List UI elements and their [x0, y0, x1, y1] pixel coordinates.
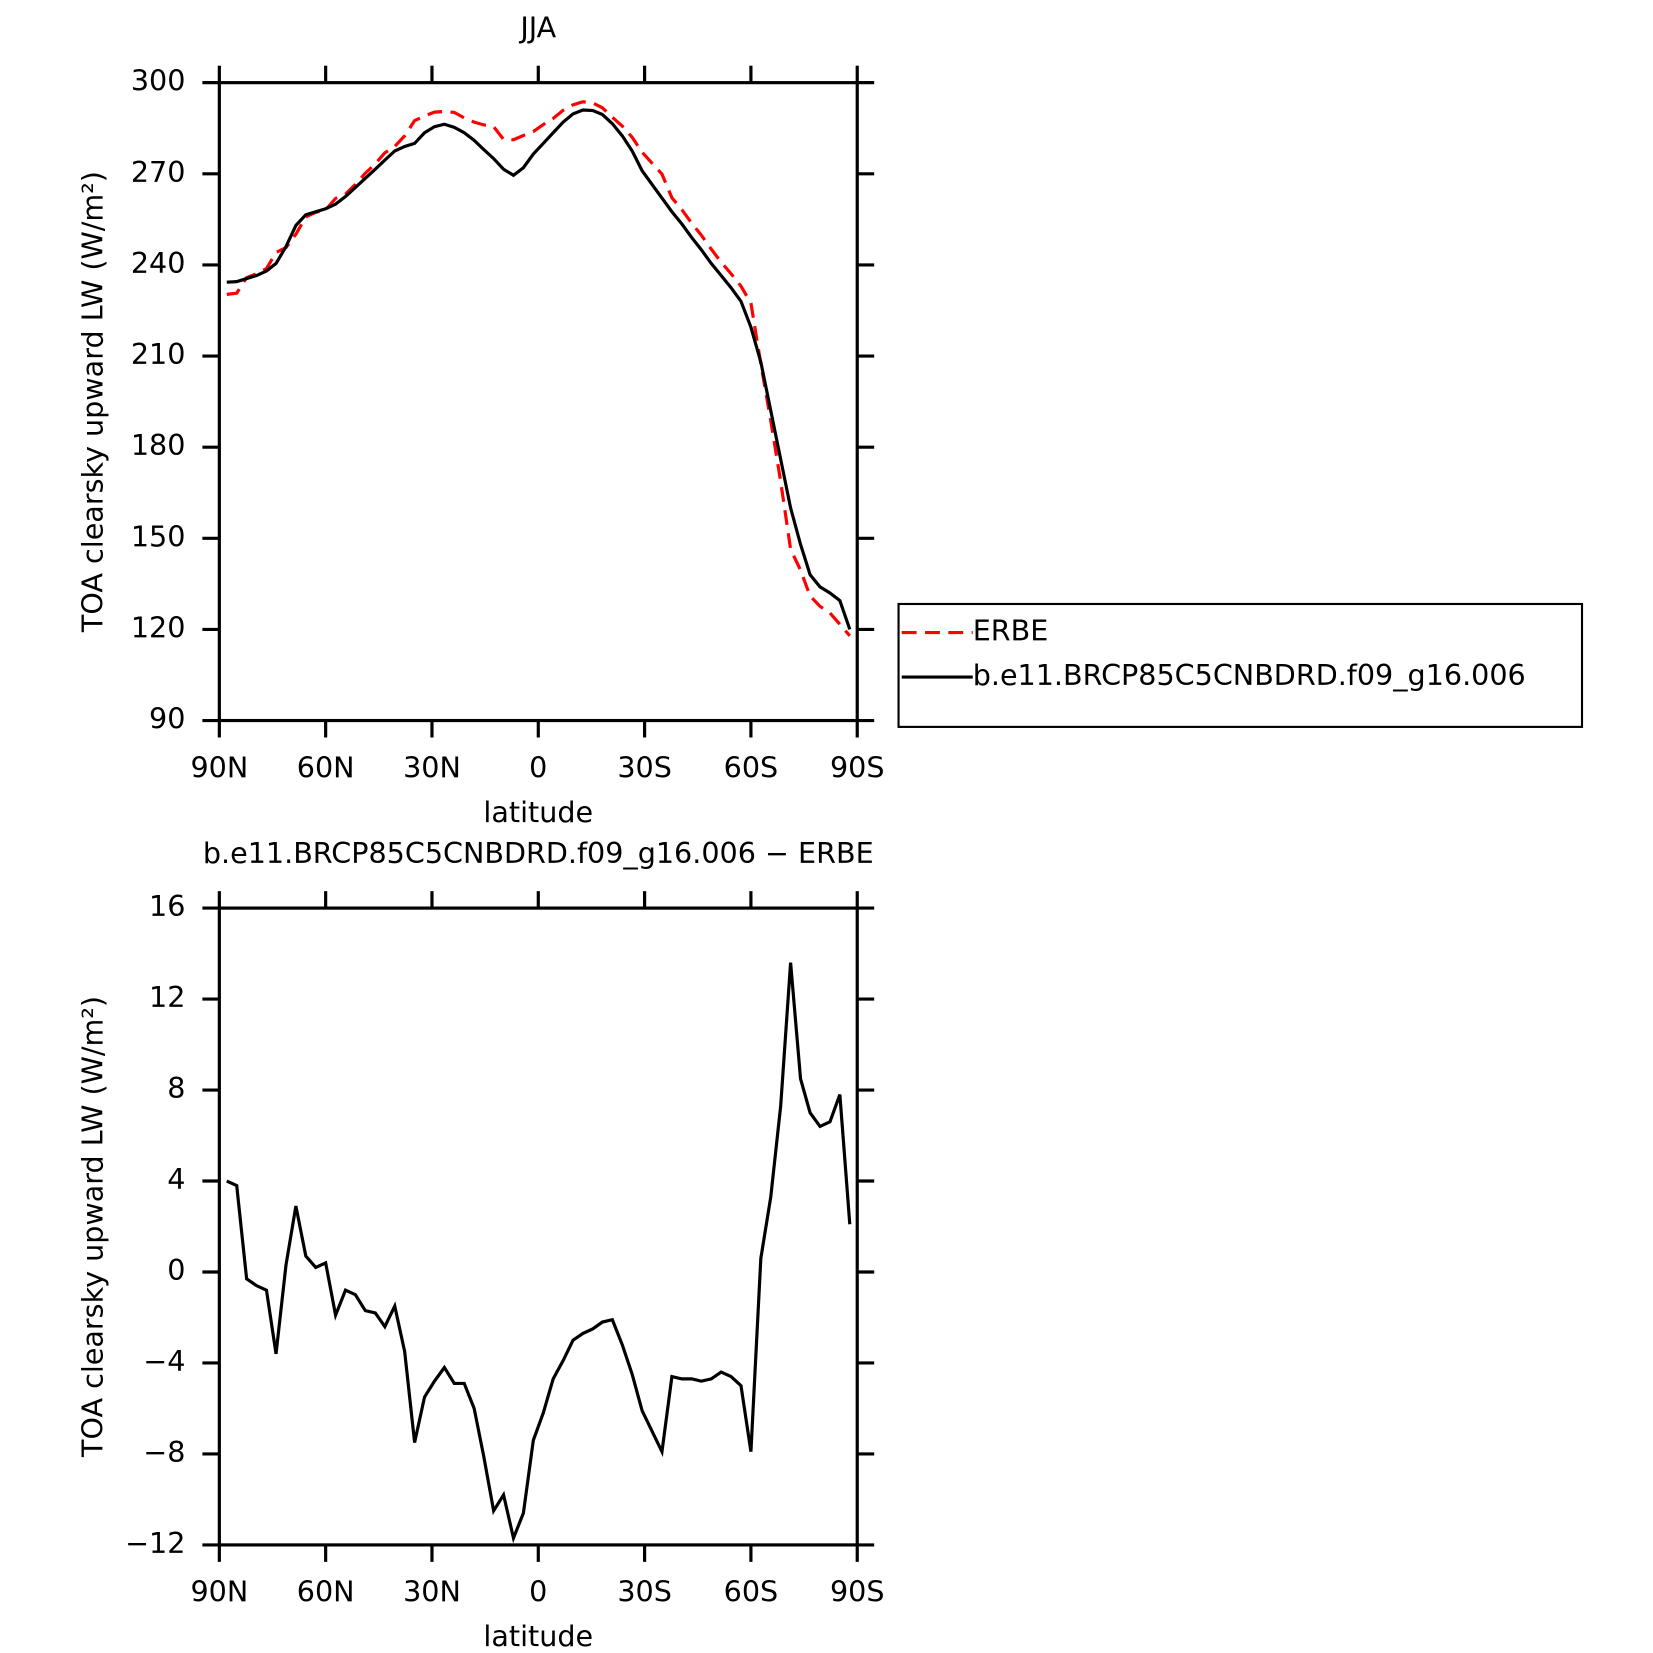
y-tick-label: −4 — [143, 1344, 185, 1378]
x-tick-label: 90S — [830, 1575, 885, 1609]
y-tick-label: 240 — [131, 246, 186, 280]
x-tick-label: 30N — [403, 1575, 461, 1609]
y-tick-label: 8 — [167, 1071, 185, 1105]
chart-title: b.e11.BRCP85C5CNBDRD.f09_g16.006 − ERBE — [203, 836, 874, 870]
x-tick-label: 60N — [297, 750, 355, 784]
legend-label: b.e11.BRCP85C5CNBDRD.f09_g16.006 — [973, 658, 1526, 692]
y-tick-label: 150 — [131, 519, 186, 553]
data-line — [226, 108, 852, 630]
x-tick-label: 30S — [617, 1575, 672, 1609]
x-tick-label: 60N — [297, 1575, 355, 1609]
y-axis-label: TOA clearsky upward LW (W/m²) — [75, 171, 109, 633]
x-tick-label: 90N — [190, 1575, 248, 1609]
y-axis-label: TOA clearsky upward LW (W/m²) — [75, 996, 109, 1458]
x-tick-label: 30N — [403, 750, 461, 784]
legend-label: ERBE — [973, 614, 1049, 648]
y-tick-label: 4 — [167, 1162, 185, 1196]
y-tick-label: 90 — [149, 702, 185, 736]
data-line — [226, 100, 851, 637]
y-tick-label: −8 — [143, 1435, 185, 1469]
y-tick-label: 300 — [131, 64, 186, 98]
x-tick-label: 0 — [529, 1575, 547, 1609]
x-axis-label: latitude — [483, 795, 593, 829]
x-tick-label: 60S — [724, 1575, 779, 1609]
y-tick-label: 120 — [131, 610, 186, 644]
y-tick-label: 12 — [149, 980, 185, 1014]
y-tick-label: 270 — [131, 155, 186, 189]
x-tick-label: 90N — [190, 750, 248, 784]
legend-box — [897, 602, 1584, 728]
plot-frame — [217, 906, 859, 1547]
plot-frame — [217, 81, 859, 723]
y-tick-label: 210 — [131, 337, 186, 371]
y-tick-label: 16 — [149, 889, 185, 923]
x-tick-label: 0 — [529, 750, 547, 784]
chart-title: JJA — [518, 11, 556, 45]
y-tick-label: 180 — [131, 428, 186, 462]
y-tick-label: −12 — [125, 1526, 185, 1560]
x-axis-label: latitude — [483, 1619, 593, 1653]
x-tick-label: 90S — [830, 750, 885, 784]
x-tick-label: 60S — [724, 750, 779, 784]
x-tick-label: 30S — [617, 750, 672, 784]
y-tick-label: 0 — [167, 1253, 185, 1287]
data-line — [226, 962, 852, 1544]
